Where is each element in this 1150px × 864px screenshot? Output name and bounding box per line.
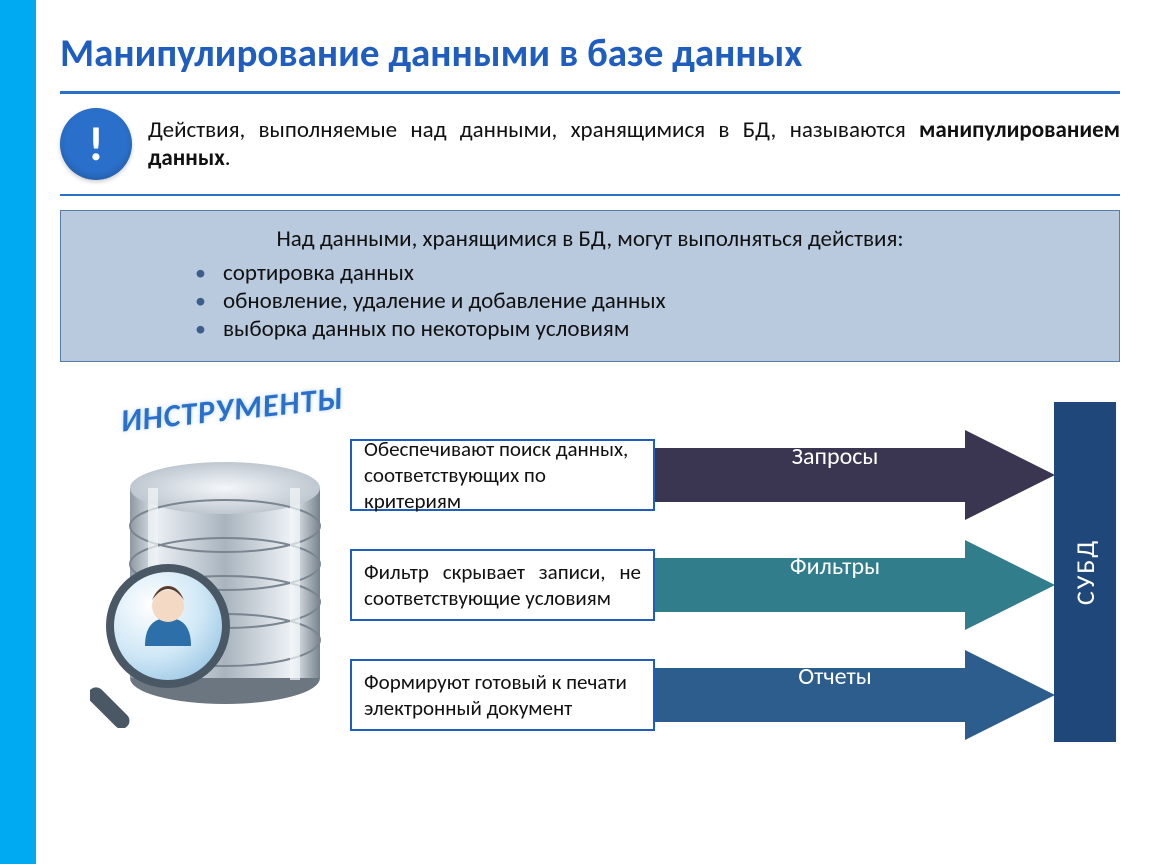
actions-item: выборка данных по некоторым условиям	[195, 315, 1095, 343]
exclamation-icon: !	[60, 108, 132, 180]
database-icon	[90, 448, 340, 728]
left-accent-bar	[0, 0, 36, 864]
diagram: ИНСТРУМЕНТЫ	[60, 390, 1120, 770]
tool-label: Запросы	[745, 442, 925, 471]
tool-desc: Фильтр скрывает записи, не соответствующ…	[350, 549, 655, 621]
instruments-label: ИНСТРУМЕНТЫ	[119, 378, 346, 440]
tool-desc: Формируют готовый к печати электронный д…	[350, 659, 655, 731]
divider	[60, 91, 1120, 94]
actions-item: сортировка данных	[195, 259, 1095, 287]
tool-label: Фильтры	[745, 552, 925, 581]
subd-label: СУБД	[1069, 539, 1101, 605]
tool-arrow: Запросы	[655, 430, 1110, 520]
exclamation-glyph: !	[88, 120, 104, 168]
info-text-before: Действия, выполняемые над данными, храня…	[148, 116, 919, 144]
page-title: Манипулирование данными в базе данных	[60, 30, 1120, 77]
tool-row-filters: Фильтр скрывает записи, не соответствующ…	[350, 540, 1110, 630]
tool-label: Отчеты	[745, 662, 925, 691]
actions-panel: Над данными, хранящимися в БД, могут вып…	[60, 210, 1120, 362]
actions-heading: Над данными, хранящимися в БД, могут вып…	[85, 225, 1095, 253]
tool-arrow: Фильтры	[655, 540, 1110, 630]
tool-desc: Обеспечивают поиск данных, соответствующ…	[350, 439, 655, 511]
divider	[60, 194, 1120, 197]
actions-item: обновление, удаление и добавление данных	[195, 287, 1095, 315]
tool-row-reports: Формируют готовый к печати электронный д…	[350, 650, 1110, 740]
info-text: Действия, выполняемые над данными, храня…	[148, 116, 1120, 172]
tool-arrow: Отчеты	[655, 650, 1110, 740]
info-callout: ! Действия, выполняемые над данными, хра…	[60, 108, 1120, 180]
slide-content: Манипулирование данными в базе данных ! …	[60, 30, 1120, 770]
tool-row-queries: Обеспечивают поиск данных, соответствующ…	[350, 430, 1110, 520]
info-text-after: .	[225, 144, 231, 172]
subd-box: СУБД	[1054, 402, 1116, 742]
actions-list: сортировка данных обновление, удаление и…	[85, 259, 1095, 343]
